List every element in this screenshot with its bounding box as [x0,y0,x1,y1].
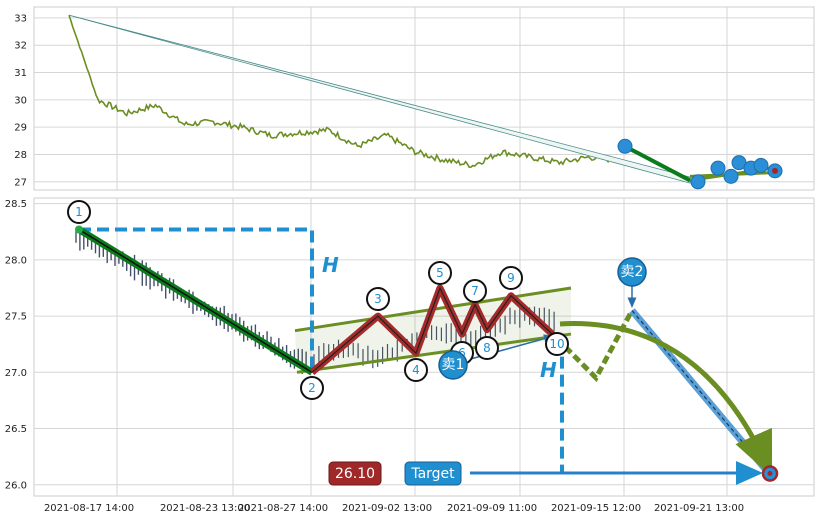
svg-text:26.10: 26.10 [335,466,375,482]
pattern-point-label: 6 [458,346,466,360]
x-tick-label: 2021-08-27 14:00 [238,503,328,514]
pattern-point-label-circle [475,336,499,360]
x-tick-label: 2021-09-09 11:00 [447,503,537,514]
svg-text:Target: Target [410,466,455,482]
pattern-point-label: 2 [308,381,316,395]
h-measure-upper [79,227,314,373]
pattern-point-label-circle [300,376,324,400]
pattern-point-label: 3 [374,292,382,306]
pattern-point-label-circle [428,261,452,285]
curved-arrow [559,321,773,478]
bottom-chart-layer: 1 2 3 4 5 6 7 8 9 10 [67,200,779,485]
target-point-center [767,471,773,477]
pattern-point-marker [753,157,769,173]
target-badge: Target [404,461,462,486]
h-label-lower: H [540,358,557,382]
down-leg [624,144,691,183]
x-tick-label: 2021-09-02 13:00 [342,503,432,514]
y-tick-label-bottom: 27.0 [5,368,27,379]
x-tick-label: 2021-09-15 12:00 [551,503,641,514]
pattern-point-label: 7 [471,284,479,298]
channel-lower-line [296,332,572,374]
y-tick-label-bottom: 27.5 [5,312,27,323]
pattern-point-label: 1 [75,205,83,219]
top-panel-frame [33,6,815,191]
down-leg-core [78,228,313,373]
pattern-point-label-circle [366,287,390,311]
pattern-point-label-circle [499,266,523,290]
y-tick-label-top: 27 [14,177,27,188]
y-tick-label-top: 30 [14,95,27,106]
y-tick-label-top: 33 [14,13,27,24]
top-chart-layer [68,14,783,190]
sell-2-badge: 卖2 [617,257,647,287]
pattern-point-marker [690,174,706,190]
y-tick-label-bottom: 26.5 [5,424,27,435]
pattern-point-label-circle [404,358,428,382]
y-tick-label-top: 28 [14,150,27,161]
pattern-zigzag-core [311,286,558,373]
y-tick-label-top: 31 [14,68,27,79]
pattern-point-marker [617,138,633,154]
pattern-point-marker [723,168,739,184]
axis-layer: 2728293031323326.026.527.027.528.028.520… [5,13,744,514]
pattern-point-label-circle [463,279,487,303]
pattern-point-marker [710,160,726,176]
price-line [68,14,618,169]
pattern-point-label: 5 [436,266,444,280]
pattern-point-label-circle [545,332,569,356]
target-dot [772,167,778,174]
y-tick-label-bottom: 26.0 [5,480,27,491]
sell-1-badge: 卖1 [438,350,468,380]
x-tick-label: 2021-09-21 13:00 [654,503,744,514]
pattern-point-label: 10 [549,337,564,351]
h-label-upper: H [322,253,339,277]
pattern-point-label-circle [67,200,91,224]
target-price-badge: 26.10 [328,461,382,486]
pattern-point-label: 8 [483,341,491,355]
y-tick-label-bottom: 28.5 [5,199,27,210]
pattern-point-label: 9 [507,271,515,285]
y-tick-label-top: 32 [14,41,27,52]
bottom-panel-frame [33,197,815,497]
grid-layer [34,7,814,496]
projection-path [555,309,635,383]
x-tick-label: 2021-08-17 14:00 [44,503,134,514]
x-tick-label: 2021-08-23 13:00 [160,503,250,514]
svg-text:卖1: 卖1 [442,357,465,373]
svg-text:卖2: 卖2 [621,264,644,280]
y-tick-label-top: 29 [14,123,27,134]
pattern-point-label: 4 [412,363,420,377]
y-tick-label-bottom: 28.0 [5,255,27,266]
start-marker [75,225,83,234]
